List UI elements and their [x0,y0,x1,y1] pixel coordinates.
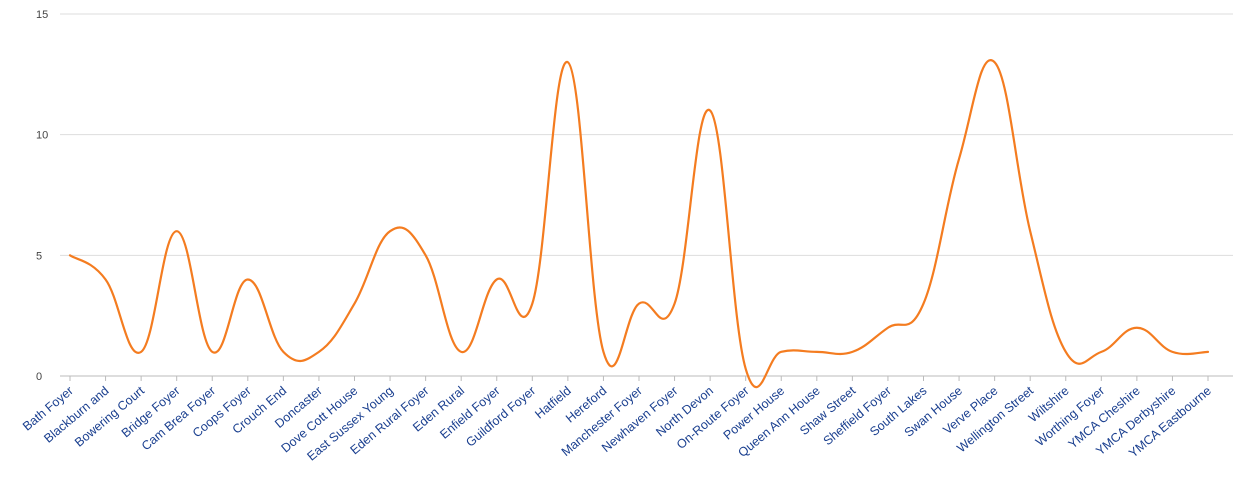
data-point [956,156,962,162]
y-tick-label: 5 [36,250,42,262]
data-point [707,108,713,114]
data-point [245,276,251,282]
data-point [885,325,891,331]
data-point [992,59,998,65]
data-point [1098,349,1104,355]
gridlines [60,13,1233,256]
data-point [67,252,73,258]
data-point [1063,349,1069,355]
data-point [1027,228,1033,234]
data-point [138,349,144,355]
data-point [280,349,286,355]
data-point [387,228,393,234]
data-point [174,228,180,234]
series-line [68,59,1210,389]
data-point [1169,349,1175,355]
data-point [352,301,358,307]
y-axis-ticks: 0 5 10 15 [36,9,48,383]
data-point [565,59,571,65]
data-point [529,301,535,307]
plot-area [67,59,1211,389]
data-point [209,349,215,355]
data-point [921,301,927,307]
data-point [103,276,109,282]
y-tick-label: 15 [36,9,48,21]
data-point [849,349,855,355]
data-point [316,349,322,355]
data-point [743,366,749,372]
data-point [494,276,500,282]
data-point [778,349,784,355]
data-point [423,252,429,258]
data-point [672,301,678,307]
y-tick-label: 0 [36,371,42,383]
data-point [1205,349,1211,355]
data-point [814,349,820,355]
data-point [600,349,606,355]
data-point [636,301,642,307]
data-point [458,349,464,355]
y-tick-label: 10 [36,130,48,142]
data-point [1134,325,1140,331]
